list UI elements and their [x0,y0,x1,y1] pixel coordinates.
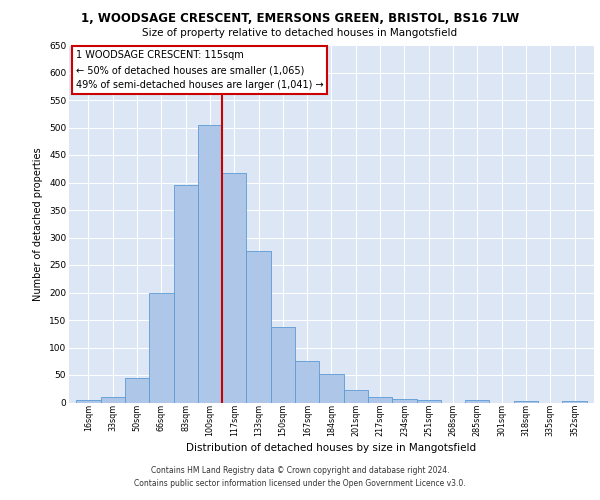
Bar [173,185,198,402]
Bar [465,400,490,402]
Bar [295,361,319,403]
Bar [392,398,416,402]
Text: Contains HM Land Registry data © Crown copyright and database right 2024.
Contai: Contains HM Land Registry data © Crown c… [134,466,466,487]
Bar [149,292,173,403]
Bar [319,374,344,402]
Bar [125,378,149,402]
Bar [247,252,271,402]
Bar [416,400,441,402]
Bar [222,172,247,402]
Bar [101,397,125,402]
Bar [76,400,101,402]
Bar [368,397,392,402]
Text: 1, WOODSAGE CRESCENT, EMERSONS GREEN, BRISTOL, BS16 7LW: 1, WOODSAGE CRESCENT, EMERSONS GREEN, BR… [81,12,519,26]
Text: 1 WOODSAGE CRESCENT: 115sqm
← 50% of detached houses are smaller (1,065)
49% of : 1 WOODSAGE CRESCENT: 115sqm ← 50% of det… [76,50,323,90]
Bar [271,326,295,402]
Text: Size of property relative to detached houses in Mangotsfield: Size of property relative to detached ho… [142,28,458,38]
Bar [344,390,368,402]
Y-axis label: Number of detached properties: Number of detached properties [34,147,43,300]
X-axis label: Distribution of detached houses by size in Mangotsfield: Distribution of detached houses by size … [187,444,476,454]
Bar [198,125,222,402]
